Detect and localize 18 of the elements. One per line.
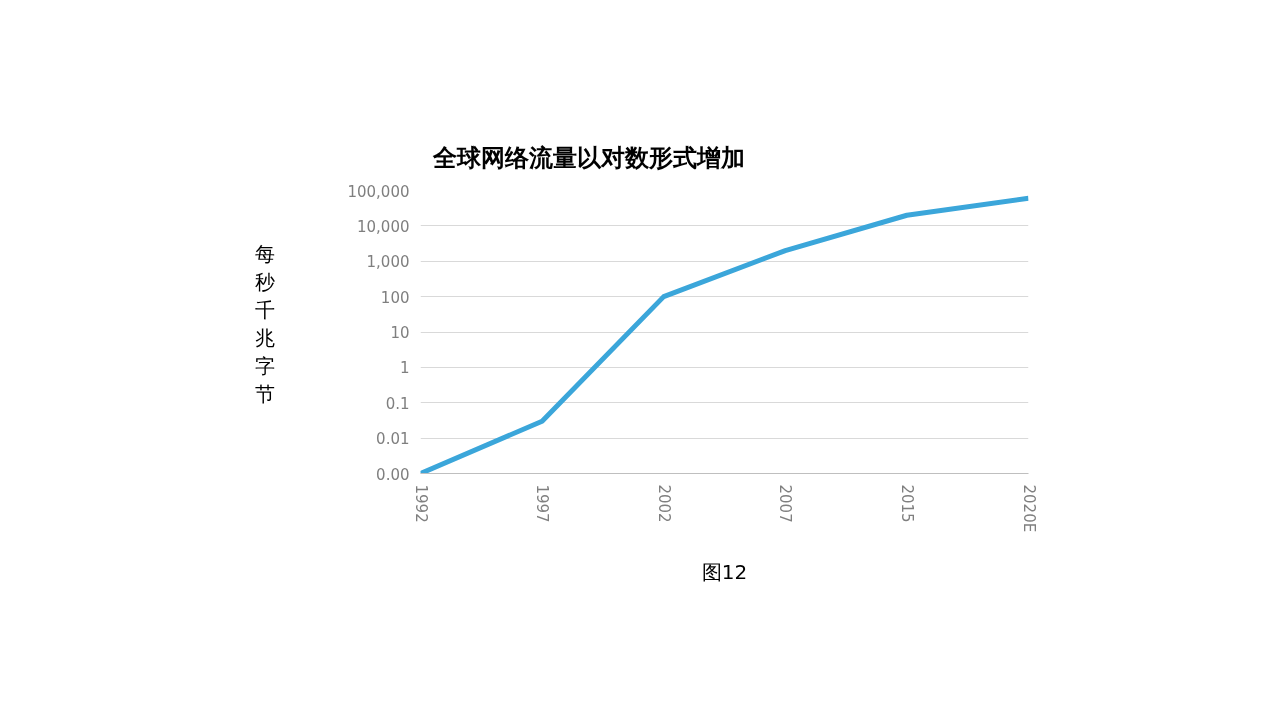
x-tick-label: 1992	[411, 484, 430, 523]
y-tick-label: 1	[399, 359, 410, 378]
x-tick-label: 2002	[654, 484, 673, 523]
y-tick-label: 1,000	[366, 253, 410, 272]
y-tick-label: 100,000	[347, 182, 410, 201]
x-tick-label: 2015	[897, 484, 916, 523]
x-tick-label: 2020E	[1019, 484, 1038, 533]
y-axis-title: 每秒千兆字节	[255, 241, 275, 408]
y-tick-label: 0.1	[385, 394, 410, 413]
y-tick-label: 0.01	[376, 430, 410, 449]
chart-title: 全球网络流量以对数形式增加	[431, 143, 745, 172]
y-tick-label: 10	[390, 324, 410, 342]
y-tick-label: 0.00	[376, 465, 410, 484]
y-tick-label: 100	[380, 288, 410, 307]
y-tick-label: 10,000	[357, 217, 410, 236]
x-tick-label: 1997	[533, 484, 552, 523]
x-tick-label: 2007	[776, 484, 795, 523]
caption: 图12	[701, 560, 748, 585]
